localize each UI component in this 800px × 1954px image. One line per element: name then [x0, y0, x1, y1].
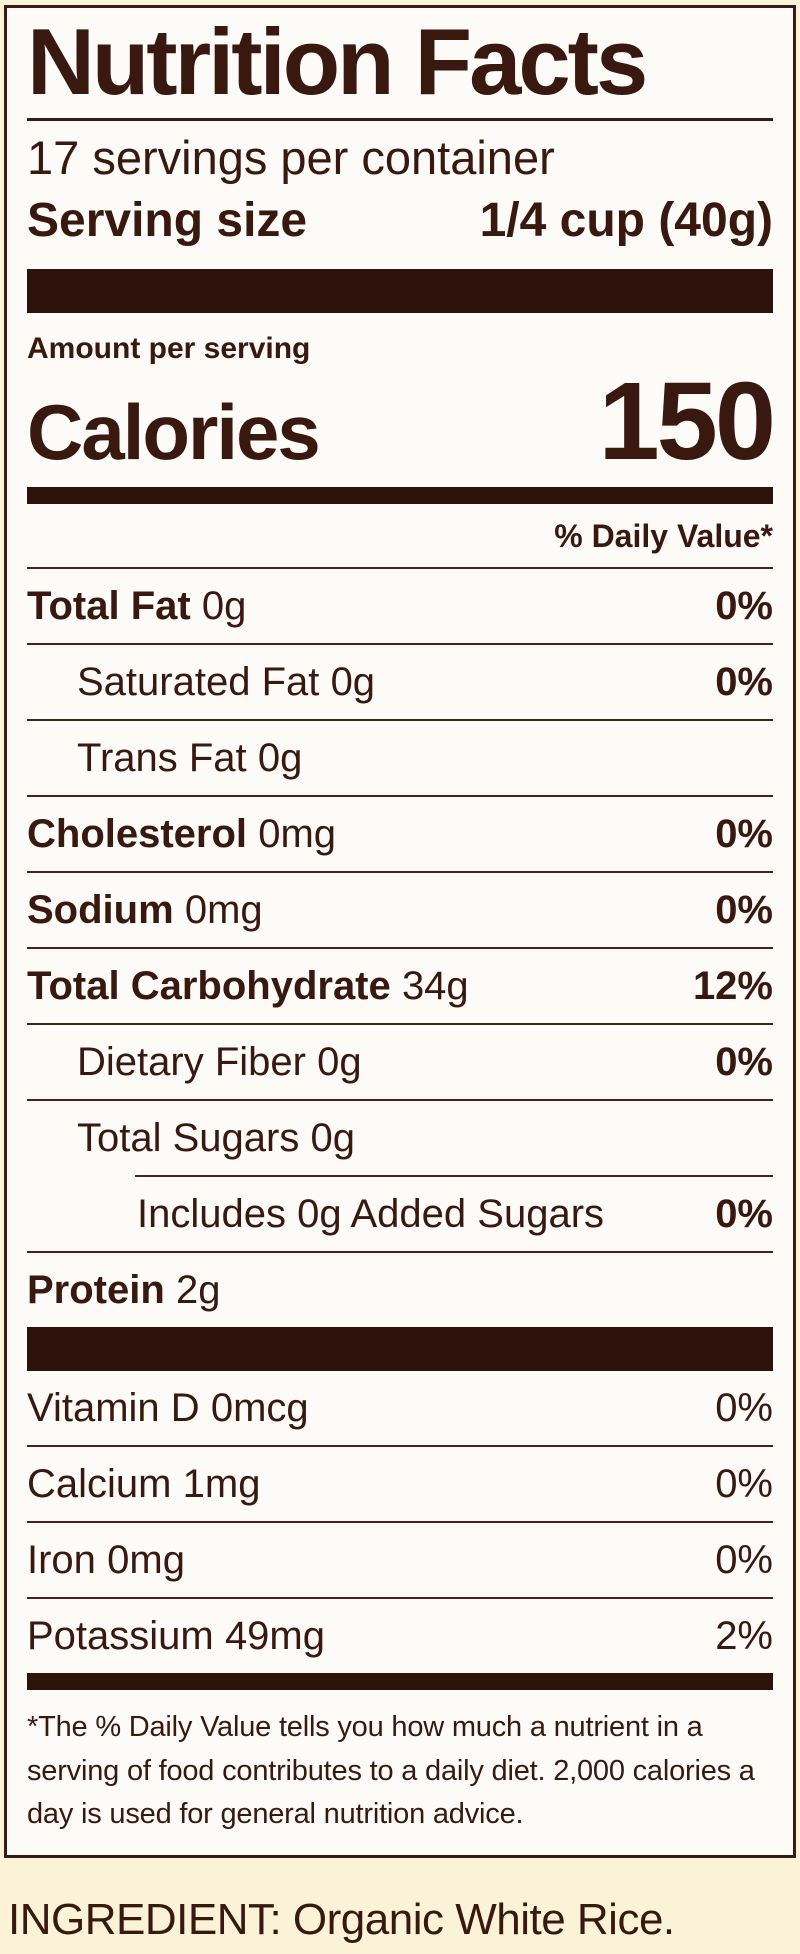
nutrient-name: Total Sugars 0g [77, 1116, 356, 1161]
nutrient-name: Total Fat 0g [27, 584, 247, 629]
vitamin-name: Vitamin D 0mcg [27, 1386, 309, 1431]
serving-size-value: 1/4 cup (40g) [479, 193, 773, 247]
nutrient-row-total-sugars: Total Sugars 0g [27, 1099, 773, 1175]
calories-row: Calories 150 [27, 360, 776, 484]
ingredient-statement: INGREDIENT: Organic White Rice. [8, 1894, 675, 1944]
vitamin-name: Calcium 1mg [27, 1462, 261, 1507]
servings-per-container: 17 servings per container [27, 130, 555, 184]
nutrient-row-sodium: Sodium 0mg 0% [27, 871, 773, 947]
nutrient-percent: 0% [715, 812, 773, 857]
daily-value-footnote: *The % Daily Value tells you how much a … [27, 1711, 755, 1831]
vitamin-row-potassium: Potassium 49mg 2% [27, 1597, 773, 1673]
nutrient-name: Cholesterol 0mg [27, 812, 337, 857]
section-bar-footnote [27, 1673, 773, 1691]
nutrient-row-protein: Protein 2g [27, 1251, 773, 1327]
nutrient-percent: 0% [715, 1192, 773, 1237]
nutrient-name: Total Carbohydrate 34g [27, 964, 469, 1009]
nutrient-row-saturated-fat: Saturated Fat 0g 0% [27, 643, 773, 719]
nutrient-name: Dietary Fiber 0g [77, 1040, 362, 1085]
amount-per-serving-label: Amount per serving [27, 332, 311, 366]
vitamin-name: Potassium 49mg [27, 1614, 325, 1659]
nutrient-percent: 0% [715, 584, 773, 629]
vitamin-row-calcium: Calcium 1mg 0% [27, 1445, 773, 1521]
section-bar-vitamins [27, 1327, 773, 1372]
nutrition-facts-label: Nutrition Facts 17 servings per containe… [4, 5, 796, 1858]
nutrient-percent: 0% [715, 660, 773, 705]
daily-value-header: % Daily Value* [554, 518, 773, 555]
section-bar-top [27, 269, 773, 314]
nutrient-row-added-sugars: Includes 0g Added Sugars 0% [27, 1177, 773, 1251]
vitamin-row-iron: Iron 0mg 0% [27, 1521, 773, 1597]
nutrient-percent: 0% [715, 888, 773, 933]
nutrient-row-total-fat: Total Fat 0g 0% [27, 567, 773, 643]
title-divider [27, 117, 773, 121]
vitamin-percent: 2% [715, 1614, 773, 1659]
nutrient-row-trans-fat: Trans Fat 0g [27, 719, 773, 795]
nutrient-percent: 0% [715, 1040, 773, 1085]
vitamin-percent: 0% [715, 1462, 773, 1507]
vitamin-name: Iron 0mg [27, 1538, 185, 1583]
nutrient-row-cholesterol: Cholesterol 0mg 0% [27, 795, 773, 871]
added-sugars-divider [135, 1175, 773, 1178]
nutrient-name: Saturated Fat 0g [77, 660, 376, 705]
label-title: Nutrition Facts [27, 9, 648, 114]
nutrient-percent: 12% [692, 964, 773, 1009]
vitamin-percent: 0% [715, 1538, 773, 1583]
nutrient-row-dietary-fiber: Dietary Fiber 0g 0% [27, 1023, 773, 1099]
vitamin-row-vitamin-d: Vitamin D 0mcg 0% [27, 1371, 773, 1445]
nutrient-name: Protein 2g [27, 1268, 221, 1313]
vitamin-percent: 0% [715, 1386, 773, 1431]
nutrient-name: Trans Fat 0g [77, 736, 303, 781]
section-bar-calories [27, 487, 773, 505]
nutrient-row-total-carbohydrate: Total Carbohydrate 34g 12% [27, 947, 773, 1023]
calories-value: 150 [598, 360, 776, 484]
nutrient-name: Sodium 0mg [27, 888, 263, 933]
nutrient-name: Includes 0g Added Sugars [137, 1192, 605, 1237]
serving-size-label: Serving size [27, 193, 308, 247]
serving-size-row: Serving size 1/4 cup (40g) [27, 185, 773, 270]
calories-label: Calories [27, 388, 321, 477]
